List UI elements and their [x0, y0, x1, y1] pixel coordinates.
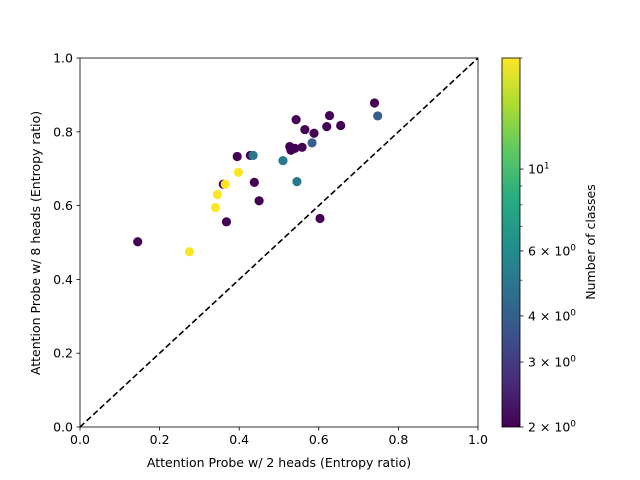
y-tick-label: 0.6: [53, 198, 73, 213]
scatter-point: [290, 143, 300, 154]
scatter-point: [369, 98, 380, 108]
scatter-point: [212, 189, 222, 200]
x-tick-label: 0.4: [229, 432, 249, 447]
axes-layer: 0.0 0.2 0.4 0.6 0.8 1.0 0.0 0.2 0.4 0.6 0.8 1.0: [53, 51, 488, 448]
colorbar-tick-label: 4 × 100: [528, 308, 576, 323]
x-tick-label: 0.2: [150, 432, 170, 447]
colorbar-tick-label: 3 × 100: [528, 355, 576, 370]
scatter-point: [249, 177, 259, 187]
scatter-point: [309, 128, 319, 138]
x-tick-label: 0.0: [70, 432, 90, 447]
colorbar-tick-label: 6 × 100: [528, 243, 576, 258]
scatter-point: [292, 177, 302, 187]
scatter-point: [210, 202, 220, 213]
scatter-point: [324, 110, 335, 121]
colorbar-tick-label: 2 × 100: [528, 420, 576, 435]
scatter-point: [221, 217, 232, 227]
y-axis-label: Attention Probe w/ 8 heads (Entropy rati…: [28, 111, 43, 375]
colorbar-ticks: 2 × 100 3 × 100 4 × 100 6 × 100 101: [520, 57, 576, 435]
colorbar-label: Number of classes: [583, 184, 598, 299]
points-layer: [133, 98, 383, 257]
scatter-point: [336, 120, 346, 131]
scatter-point: [278, 155, 288, 166]
x-tick-label: 0.6: [309, 432, 329, 447]
scatter-point: [232, 151, 242, 162]
plot-area: [79, 57, 479, 428]
scatter-point: [307, 138, 317, 148]
scatter-point: [297, 142, 307, 152]
y-tick-label: 0.4: [53, 272, 73, 287]
x-tick-label: 0.8: [388, 432, 408, 447]
scatter-point: [300, 124, 310, 135]
y-tick-label: 0.2: [53, 346, 73, 361]
scatter-point: [184, 247, 195, 257]
scatter-point: [254, 196, 264, 206]
colorbar: 2 × 100 3 × 100 4 × 100 6 × 100 101 Number o…: [501, 57, 598, 435]
y-tick-label: 0.0: [53, 420, 73, 435]
scatter-point: [373, 111, 383, 121]
y-tick-label: 0.8: [53, 124, 73, 139]
x-axis-label: Attention Probe w/ 2 heads (Entropy rati…: [147, 455, 411, 470]
scatter-point: [291, 115, 301, 125]
scatter-point: [315, 213, 325, 224]
axes-frame: [79, 57, 479, 428]
y-tick-label: 1.0: [53, 51, 73, 66]
scatter-point: [248, 150, 258, 161]
scatter-point: [233, 167, 244, 177]
scatter-point: [133, 237, 143, 247]
x-tick-label: 1.0: [468, 432, 488, 447]
colorbar-tick-label: 101: [528, 162, 550, 177]
scatter-point: [322, 122, 332, 132]
scatter-point: [220, 179, 230, 189]
colorbar-gradient: [501, 57, 521, 428]
diagonal-reference-line: [79, 57, 479, 428]
